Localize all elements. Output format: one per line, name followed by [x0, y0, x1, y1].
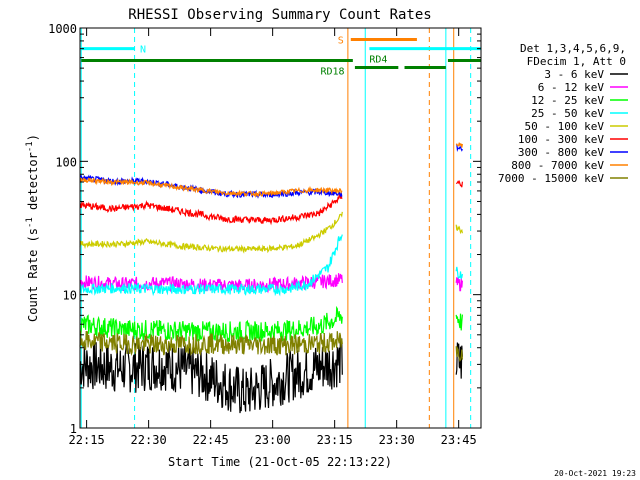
- legend-label-7: 800 - 7000 keV: [511, 159, 604, 172]
- y-tick-label-3: 1000: [48, 22, 77, 36]
- series-2-segment-late: [455, 313, 463, 331]
- legend-label-0: 3 - 6 keV: [544, 68, 604, 81]
- x-tick-label-6: 23:45: [441, 433, 477, 447]
- flag-label-rd18: RD18: [320, 67, 344, 78]
- flag-label-rd4: RD4: [369, 55, 387, 66]
- legend-label-5: 100 - 300 keV: [518, 133, 604, 146]
- series-6: [79, 143, 463, 199]
- x-tick-label-0: 22:15: [69, 433, 105, 447]
- x-tick-label-3: 23:00: [255, 433, 291, 447]
- x-tick-label-5: 23:30: [379, 433, 415, 447]
- y-tick-label-0: 1: [70, 422, 77, 436]
- y-tick-label-2: 100: [55, 155, 77, 169]
- x-tick-label-2: 22:45: [193, 433, 229, 447]
- y-axis: 1 10 100 1000: [48, 22, 481, 436]
- series-3: [79, 234, 463, 297]
- series-3-segment-late: [455, 266, 463, 280]
- x-axis-label: Start Time (21-Oct-05 22:13:22): [168, 455, 392, 469]
- series-2: [79, 305, 463, 343]
- series-5-segment-late: [456, 179, 463, 188]
- y-axis-label-sup1: -1: [25, 217, 35, 228]
- flag-label-n: N: [140, 45, 146, 56]
- legend-label-6: 300 - 800 keV: [518, 146, 604, 159]
- x-tick-label-4: 23:15: [317, 433, 353, 447]
- series-3-segment-main: [79, 234, 343, 297]
- series-5: [79, 179, 463, 226]
- series-8: [79, 330, 463, 362]
- legend-label-2: 12 - 25 keV: [531, 94, 604, 107]
- series-7: [79, 142, 463, 198]
- series-8-segment-main: [79, 330, 343, 357]
- legend-label-8: 7000 - 15000 keV: [498, 172, 604, 185]
- series-5-segment-main: [79, 194, 343, 226]
- y-tick-label-1: 10: [63, 289, 77, 303]
- plot-frame: [79, 27, 482, 429]
- legend-header-line-1: FDecim 1, Att 0: [527, 55, 626, 68]
- series-4-segment-main: [79, 211, 343, 254]
- series-0-segment-main: [79, 336, 343, 414]
- footer-timestamp: 20-Oct-2021 19:23: [554, 469, 636, 478]
- series-8-segment-late: [455, 345, 463, 362]
- series-1-segment-late: [455, 277, 463, 292]
- chart-title: RHESSI Observing Summary Count Rates: [128, 7, 431, 23]
- series-2-segment-main: [79, 305, 343, 343]
- y-axis-label-mid: detector: [26, 152, 40, 217]
- plot-area: N S RD18 RD4: [79, 28, 481, 428]
- series-4: [79, 211, 463, 254]
- y-axis-label-end: ): [26, 134, 40, 141]
- y-axis-label-sup2: -1: [25, 141, 35, 152]
- series-7-segment-late: [455, 142, 463, 148]
- legend-label-3: 25 - 50 keV: [531, 107, 604, 120]
- x-axis: 22:15 22:30 22:45 23:00 23:15 23:30 23:45: [69, 28, 477, 447]
- y-axis-label-main: Count Rate (s: [26, 228, 40, 322]
- series-4-segment-late: [455, 224, 463, 235]
- y-axis-label: Count Rate (s-1 detector-1): [25, 134, 40, 322]
- legend-label-4: 50 - 100 keV: [525, 120, 605, 133]
- legend-label-1: 6 - 12 keV: [538, 81, 605, 94]
- flag-label-s: S: [338, 35, 344, 46]
- legend-header-line-0: Det 1,3,4,5,6,9,: [520, 42, 626, 55]
- series-7-segment-main: [79, 177, 343, 198]
- x-tick-label-1: 22:30: [131, 433, 167, 447]
- series-6-segment-late: [456, 143, 463, 152]
- legend: Det 1,3,4,5,6,9,FDecim 1, Att 03 - 6 keV…: [498, 42, 628, 185]
